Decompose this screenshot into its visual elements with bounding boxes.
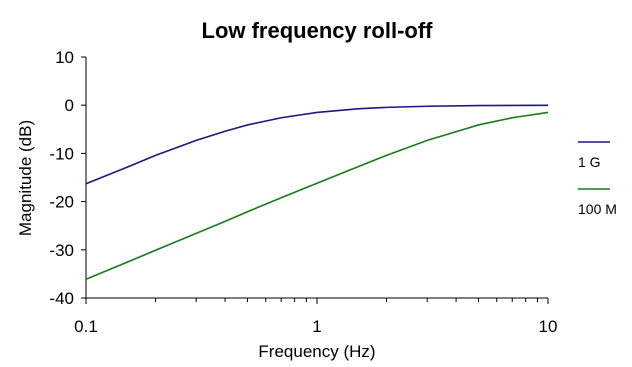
x-tick-label: 10 bbox=[539, 317, 558, 336]
y-axis-ticks: 10 0 -10 -20 -30 -40 bbox=[49, 48, 86, 308]
x-tick-label: 1 bbox=[312, 317, 321, 336]
legend-label: 100 M bbox=[578, 201, 617, 217]
y-tick-label: -40 bbox=[49, 289, 74, 308]
y-tick-label: -20 bbox=[49, 193, 74, 212]
y-axis-label: Magnitude (dB) bbox=[16, 120, 35, 236]
x-axis-ticks: 0.1 1 10 bbox=[74, 298, 557, 336]
x-axis-label: Frequency (Hz) bbox=[258, 342, 375, 361]
y-tick-label: -10 bbox=[49, 144, 74, 163]
series-line-100m bbox=[85, 111, 549, 280]
chart-title: Low frequency roll-off bbox=[202, 18, 434, 43]
y-tick-label: -30 bbox=[49, 241, 74, 260]
legend-label: 1 G bbox=[578, 154, 601, 170]
y-tick-label: 0 bbox=[65, 96, 74, 115]
y-tick-label: 10 bbox=[55, 48, 74, 67]
legend: 1 G 100 M bbox=[578, 141, 617, 217]
series-group bbox=[85, 104, 549, 280]
series-line-1g bbox=[85, 104, 549, 185]
x-tick-label: 0.1 bbox=[74, 317, 98, 336]
plot-area: 10 0 -10 -20 -30 -40 0.1 1 10 bbox=[49, 48, 557, 336]
